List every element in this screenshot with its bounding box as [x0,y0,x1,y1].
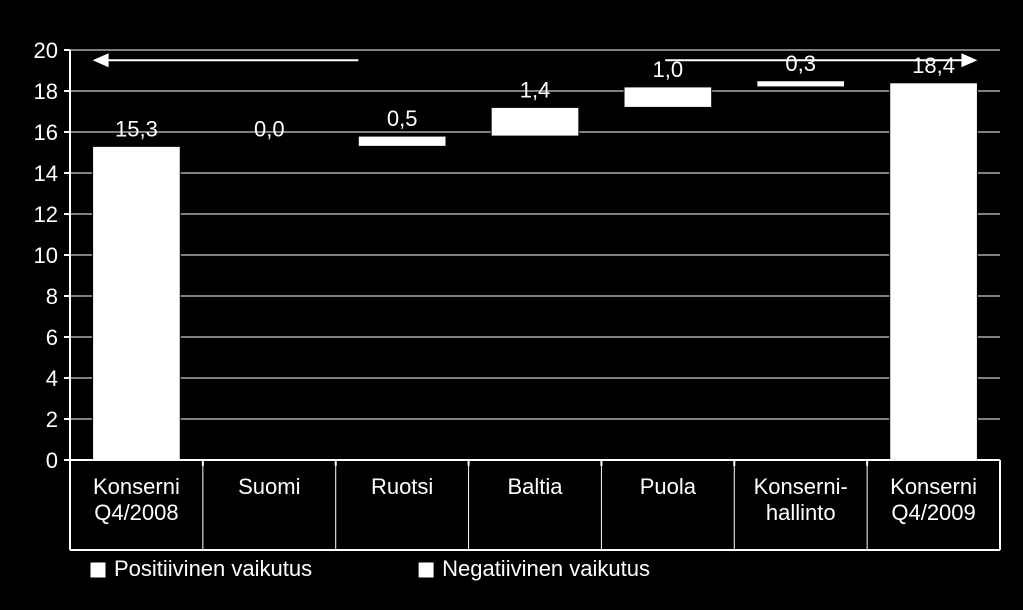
y-tick-label: 10 [34,243,58,268]
bar [358,136,446,146]
value-label: 0,5 [387,106,418,131]
legend-label: Negatiivinen vaikutus [442,556,650,581]
y-tick-label: 8 [46,284,58,309]
value-label: 18,4 [912,53,955,78]
y-tick-label: 12 [34,202,58,227]
legend-swatch [90,562,106,578]
legend-swatch [418,562,434,578]
value-label: 0,0 [254,116,285,141]
legend-label: Positiivinen vaikutus [114,556,312,581]
waterfall-chart: 0246810121416182015,3KonserniQ4/20080,0S… [0,0,1023,610]
category-label: Q4/2009 [891,500,975,525]
category-label: Baltia [507,474,563,499]
y-tick-label: 0 [46,448,58,473]
bar [757,81,845,87]
category-label: Q4/2008 [94,500,178,525]
y-tick-label: 2 [46,407,58,432]
y-tick-label: 16 [34,120,58,145]
y-tick-label: 20 [34,38,58,63]
value-label: 15,3 [115,116,158,141]
value-label: 0,3 [785,51,816,76]
y-tick-label: 4 [46,366,58,391]
y-tick-label: 6 [46,325,58,350]
category-label: hallinto [766,500,836,525]
bar [890,83,978,460]
value-label: 1,4 [520,77,551,102]
y-tick-label: 18 [34,79,58,104]
y-tick-label: 14 [34,161,58,186]
category-label: Ruotsi [371,474,433,499]
bar [624,87,712,108]
bar [93,146,181,460]
bar [491,107,579,136]
category-label: Suomi [238,474,300,499]
category-label: Puola [640,474,697,499]
category-label: Konserni- [754,474,848,499]
category-label: Konserni [890,474,977,499]
category-label: Konserni [93,474,180,499]
